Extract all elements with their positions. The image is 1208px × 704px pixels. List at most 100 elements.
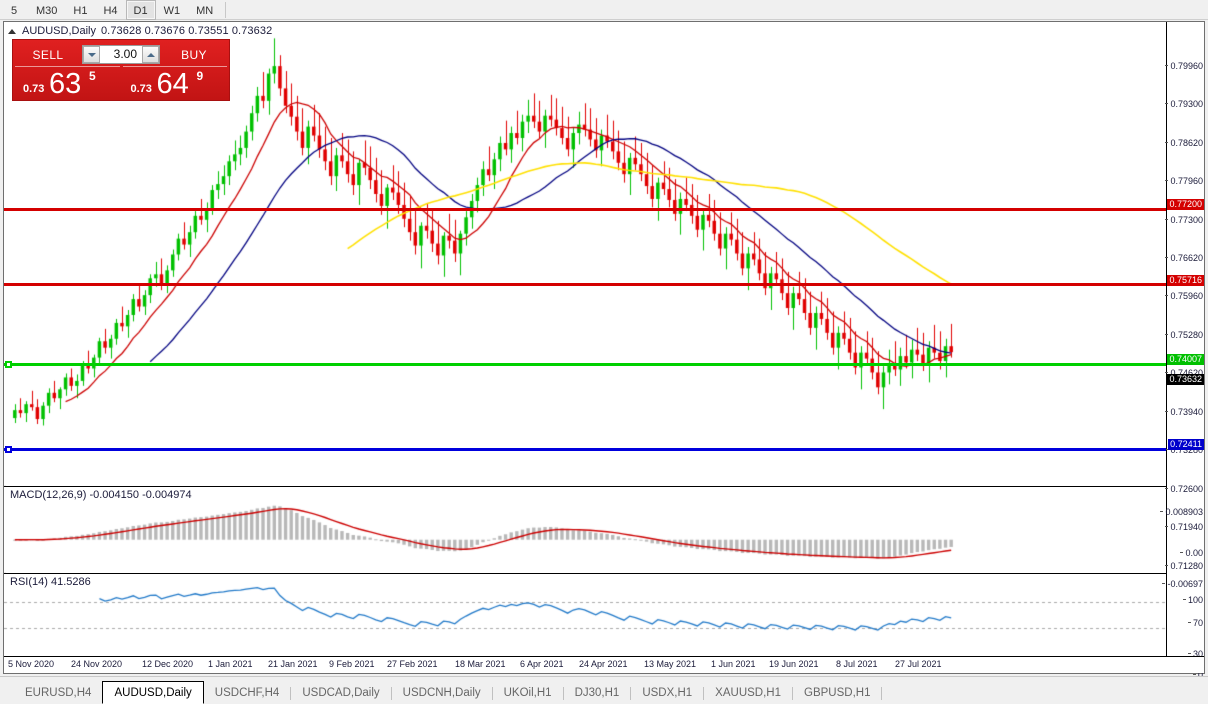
macd-tick: -0.00697: [1162, 579, 1203, 589]
timeframe-mn[interactable]: MN: [196, 5, 214, 17]
symbol-tab-dj30[interactable]: DJ30,H1: [574, 687, 620, 699]
support-1-line[interactable]: [4, 363, 1166, 366]
volume-value[interactable]: 3.00: [100, 46, 142, 63]
resistance-2-line[interactable]: [4, 283, 1166, 286]
ohlc-values: 0.73628 0.73676 0.73551 0.73632: [100, 25, 273, 37]
ask-price-fraction: 9: [196, 69, 204, 83]
time-scale-separator: [4, 656, 1204, 657]
price-tag-blue[interactable]: 0.72411: [1168, 439, 1204, 450]
time-label: 13 May 2021: [644, 659, 697, 669]
timeframe-h4[interactable]: H4: [103, 5, 118, 17]
symbol-tab-gbpusd[interactable]: GBPUSD,H1: [804, 687, 871, 699]
tick-mark: [1187, 653, 1191, 654]
trade-panel-prices: 0.73 63 5 0.73 64 9: [13, 66, 229, 100]
tick-mark: [1165, 411, 1169, 412]
tick-mark: [1165, 488, 1169, 489]
timeframe-toolbar: 5 M30 H1 H4 D1 W1 MN: [0, 0, 1208, 20]
symbol-tab-audusd[interactable]: AUDUSD,Daily: [102, 681, 204, 704]
time-scale[interactable]: 5 Nov 2020 24 Nov 2020 12 Dec 2020 1 Jan 20…: [4, 657, 1204, 673]
macd-tick: 0.008903: [1160, 507, 1203, 517]
time-label: 5 Nov 2020: [8, 659, 55, 669]
tick-mark: [1165, 180, 1169, 181]
symbol-tab-usdcad[interactable]: USDCAD,Daily: [302, 687, 380, 699]
price-tick: 0.75280: [1165, 330, 1203, 340]
volume-input[interactable]: 3.00: [82, 45, 160, 64]
price-scale-separator: [1166, 22, 1167, 656]
price-tag-black[interactable]: 0.73632: [1167, 374, 1204, 385]
volume-decrease-button[interactable]: [83, 46, 100, 63]
symbol-tab-usdcnh[interactable]: USDCNH,Daily: [402, 687, 481, 699]
price-pane[interactable]: [4, 22, 1166, 485]
bid-price-fraction: 5: [89, 69, 96, 83]
tick-mark: [1165, 219, 1169, 220]
chart-symbol-header: AUDUSD,Daily 0.73628 0.73676 0.73551 0.7…: [8, 24, 272, 38]
rsi-tick: 70: [1187, 618, 1203, 628]
toolbar-divider: [225, 2, 227, 18]
macd-pane[interactable]: MACD(12,26,9) -0.004150 -0.004974: [4, 486, 1166, 572]
timeframe-5[interactable]: 5: [10, 5, 18, 17]
tick-mark: [1165, 65, 1169, 66]
symbol-tab-ukoil[interactable]: UKOil,H1: [503, 687, 552, 699]
ask-price-big: 64: [156, 68, 189, 98]
timeframe-m30[interactable]: M30: [36, 5, 58, 17]
chart-tab-bar: EURUSD,H4 AUDUSD,Daily USDCHF,H4 USDCAD,Dai…: [0, 676, 1208, 704]
support-2-line[interactable]: [4, 448, 1166, 451]
symbol-tab-xauusd[interactable]: XAUUSD,H1: [715, 687, 781, 699]
tick-mark: [1165, 295, 1169, 296]
price-tick: 0.77960: [1165, 176, 1203, 186]
tick-mark: [1165, 257, 1169, 258]
volume-increase-button[interactable]: [142, 46, 159, 63]
tab-divider: [792, 687, 793, 700]
resistance-1-line[interactable]: [4, 208, 1166, 211]
time-label: 24 Nov 2020: [71, 659, 123, 669]
time-label: 18 Mar 2021: [455, 659, 506, 669]
price-tag-red[interactable]: 0.75716: [1167, 275, 1204, 286]
macd-canvas: [4, 487, 1166, 572]
price-tick: 0.71280: [1165, 561, 1203, 571]
price-tag-red[interactable]: 0.77200: [1167, 199, 1204, 210]
symbol-tab-usdx[interactable]: USDX,H1: [642, 687, 693, 699]
time-label: 1 Jan 2021: [208, 659, 253, 669]
ask-price-cell[interactable]: 0.73 64 9: [122, 66, 227, 98]
tick-mark: [1165, 334, 1169, 335]
support-2-handle[interactable]: [5, 446, 12, 453]
symbol-timeframe-label: AUDUSD,Daily: [22, 25, 96, 37]
tab-divider: [491, 687, 493, 700]
price-tick: 0.73940: [1165, 407, 1203, 417]
price-tick: 0.78620: [1165, 138, 1203, 148]
tick-mark: [1187, 622, 1191, 623]
one-click-trading-panel[interactable]: SELL 3.00 BUY 0.73 63 5: [12, 39, 230, 101]
support-1-handle[interactable]: [5, 361, 12, 368]
price-tick: 0.71940: [1165, 522, 1203, 532]
tick-mark: [1165, 103, 1169, 104]
timeframe-h1[interactable]: H1: [73, 5, 88, 17]
price-tick: 0.75960: [1165, 291, 1203, 301]
bid-price-cell[interactable]: 0.73 63 5: [15, 66, 120, 98]
symbol-tab-eurusd[interactable]: EURUSD,H4: [25, 687, 92, 699]
tick-mark: [1160, 511, 1164, 512]
price-tag-green[interactable]: 0.74007: [1167, 354, 1204, 365]
price-tick: 0.73280: [1165, 445, 1203, 455]
rsi-pane[interactable]: RSI(14) 41.5286: [4, 573, 1166, 656]
price-tick: 0.79960: [1165, 61, 1203, 71]
price-tick: 0.76620: [1165, 253, 1203, 263]
symbol-tab-usdchf[interactable]: USDCHF,H4: [214, 687, 280, 699]
price-tick: 0.77300: [1165, 215, 1203, 225]
timeframe-w1[interactable]: W1: [163, 5, 181, 17]
rsi-tick: 100: [1182, 595, 1203, 605]
tick-mark: [1165, 565, 1169, 566]
buy-button[interactable]: BUY: [181, 47, 207, 62]
rsi-canvas: [4, 574, 1166, 656]
sell-button[interactable]: SELL: [32, 47, 64, 62]
time-label: 8 Jul 2021: [836, 659, 878, 669]
tab-divider: [562, 687, 564, 700]
price-scale[interactable]: 0.79960 0.79300 0.78620 0.77960 0.77300 0.766…: [1160, 22, 1204, 680]
timeframe-buttons: 5 M30 H1 H4 D1 W1 MN: [0, 0, 230, 20]
collapse-triangle-icon[interactable]: [8, 28, 16, 34]
bid-price-big: 63: [49, 68, 82, 98]
timeframe-d1[interactable]: D1: [125, 0, 156, 20]
bid-price-prefix: 0.73: [23, 83, 45, 95]
tab-divider: [881, 687, 883, 700]
time-label: 21 Jan 2021: [268, 659, 318, 669]
macd-label: MACD(12,26,9) -0.004150 -0.004974: [10, 489, 192, 501]
